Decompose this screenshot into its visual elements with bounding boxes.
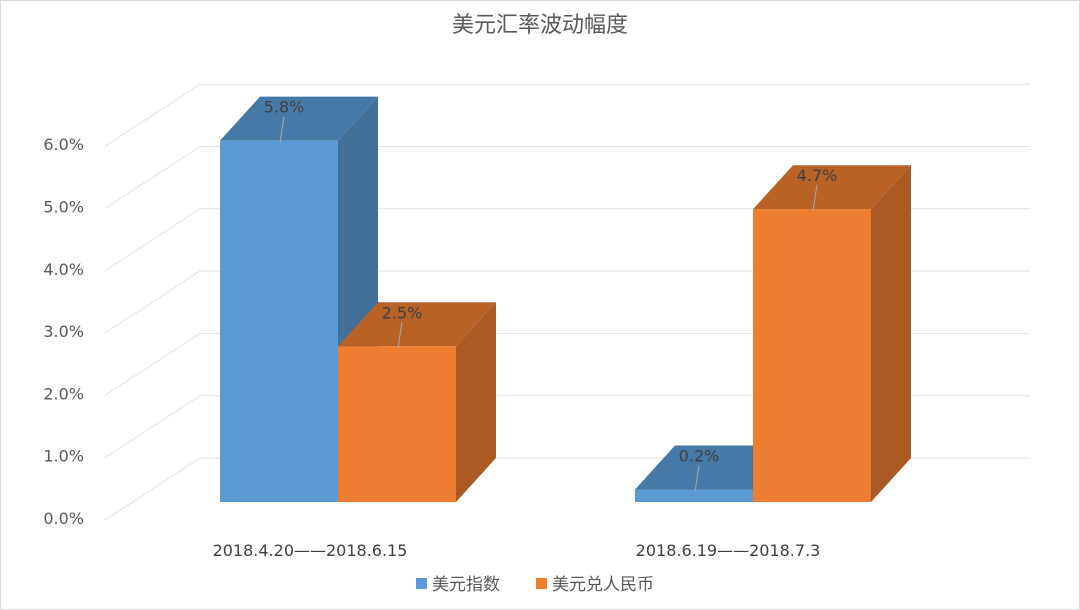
- category-label: 2018.4.20——2018.6.15: [213, 541, 408, 560]
- legend-label-0: 美元指数: [432, 575, 500, 595]
- y-tick-label: 2.0%: [43, 384, 84, 403]
- bar-top: [338, 302, 496, 347]
- bar-front: [753, 209, 871, 502]
- y-tick-label: 3.0%: [43, 322, 84, 341]
- y-tick-label: 0.0%: [43, 509, 84, 528]
- data-labels: 5.8% 0.2% 2.5% 4.7%: [264, 98, 838, 492]
- data-label: 5.8%: [264, 98, 305, 117]
- y-tick-label: 1.0%: [43, 447, 84, 466]
- y-axis-ticks: 0.0% 1.0% 2.0% 3.0% 4.0% 5.0% 6.0%: [43, 135, 84, 528]
- label-leader: [812, 185, 818, 212]
- label-leader: [397, 322, 403, 349]
- legend-swatch-0: [416, 578, 427, 589]
- gridline-diag: [104, 395, 201, 459]
- legend-label-1: 美元兑人民币: [552, 575, 654, 595]
- y-tick-label: 5.0%: [43, 198, 84, 217]
- gridline-diag: [104, 83, 201, 147]
- gridline-diag: [104, 270, 201, 334]
- label-leader: [279, 116, 285, 143]
- y-tick-label: 6.0%: [43, 135, 84, 154]
- data-label: 0.2%: [679, 447, 720, 466]
- data-label: 2.5%: [382, 303, 423, 322]
- chart-title: 美元汇率波动幅度: [452, 13, 628, 38]
- legend-swatch-1: [536, 578, 547, 589]
- bar-front: [220, 140, 338, 502]
- label-leader: [694, 465, 700, 492]
- bar-0-0: [220, 96, 378, 502]
- gridline-diag: [104, 457, 201, 521]
- data-label: 4.7%: [797, 166, 838, 185]
- bar-front: [338, 346, 456, 502]
- category-label: 2018.6.19——2018.7.3: [636, 541, 821, 560]
- bar-side: [456, 302, 496, 502]
- gridline-diag: [104, 208, 201, 272]
- bar-front: [635, 489, 753, 502]
- gridline-diag: [104, 146, 201, 209]
- bar-1-1: [753, 165, 911, 502]
- y-tick-label: 4.0%: [43, 260, 84, 279]
- bar-top: [220, 96, 378, 141]
- legend: 美元指数 美元兑人民币: [416, 575, 654, 595]
- gridline-diag: [104, 332, 201, 396]
- bar-side: [871, 165, 911, 502]
- category-labels: 2018.4.20——2018.6.15 2018.6.19——2018.7.3: [213, 541, 821, 560]
- bar-top: [753, 165, 911, 210]
- bars: [220, 96, 911, 502]
- bar-1-0: [338, 302, 496, 502]
